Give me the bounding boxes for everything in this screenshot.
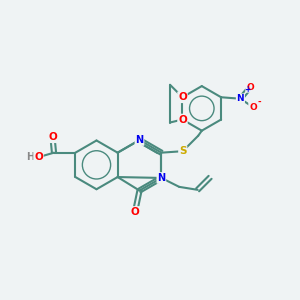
Text: O: O [178, 115, 187, 124]
Text: +: + [244, 85, 251, 94]
Text: O: O [131, 207, 140, 217]
Text: S: S [179, 146, 187, 156]
Text: O: O [246, 83, 254, 92]
Text: O: O [34, 152, 43, 162]
Text: N: N [237, 94, 244, 103]
Text: O: O [178, 92, 187, 102]
Text: H: H [26, 152, 34, 162]
Text: O: O [48, 132, 57, 142]
Text: N: N [157, 173, 165, 183]
Text: O: O [249, 103, 257, 112]
Text: N: N [135, 135, 143, 145]
Text: -: - [257, 98, 261, 107]
